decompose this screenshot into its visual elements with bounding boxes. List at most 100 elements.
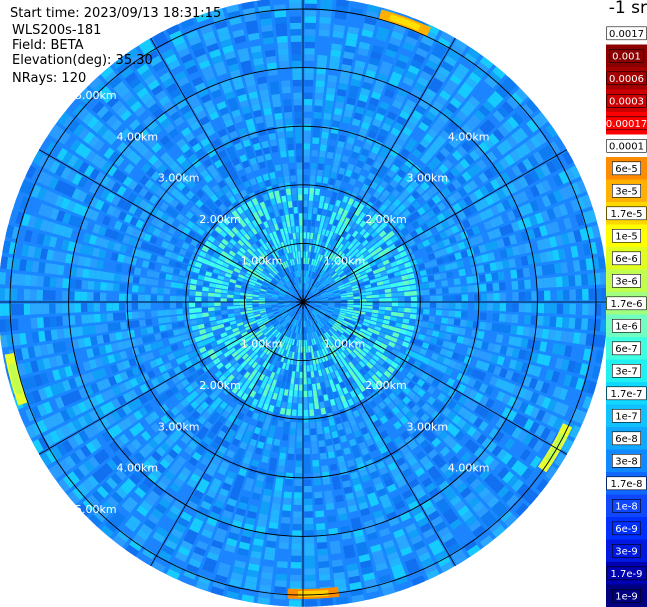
ray-cell (249, 342, 256, 349)
ray-cell (323, 249, 329, 257)
ray-cell (317, 227, 323, 235)
ray-cell (190, 473, 201, 483)
ray-cell (234, 242, 242, 250)
ray-cell (199, 441, 209, 451)
ray-cell (399, 484, 410, 494)
ray-cell (202, 312, 209, 318)
ray-cell (432, 266, 440, 274)
ray-cell (423, 149, 434, 160)
ray-cell (418, 99, 430, 110)
ray-cell (465, 473, 477, 485)
ray-cell (138, 482, 150, 494)
ray-cell (88, 409, 99, 422)
ray-cell (307, 213, 312, 220)
ray-cell (218, 221, 227, 230)
ray-cell (458, 199, 468, 209)
ray-cell (190, 194, 200, 204)
ray-cell (247, 222, 255, 230)
ray-cell (270, 318, 277, 323)
ray-cell (289, 383, 294, 391)
ray-cell (415, 226, 424, 235)
ray-cell (351, 151, 359, 160)
ray-cell (285, 307, 292, 311)
ray-cell (233, 298, 240, 302)
ray-cell (182, 226, 191, 235)
ray-cell (436, 295, 443, 302)
ray-cell (460, 345, 469, 354)
ray-cell (450, 370, 460, 379)
ray-cell (257, 332, 264, 338)
ray-cell (348, 235, 355, 243)
ray-cell (410, 308, 418, 314)
ray-cell (454, 362, 463, 371)
ray-cell (429, 288, 437, 295)
ray-cell (572, 332, 581, 344)
ray-cell (469, 114, 482, 126)
ray-cell (112, 385, 122, 396)
ray-cell (181, 408, 191, 418)
ray-cell (51, 144, 63, 158)
ray-cell (331, 120, 341, 128)
ray-cell (380, 242, 388, 250)
ray-cell (487, 364, 496, 374)
ray-cell (424, 229, 433, 238)
ray-cell (376, 26, 390, 36)
ray-cell (363, 334, 371, 340)
ray-cell (316, 421, 323, 429)
ray-cell (227, 213, 235, 222)
ray-cell (2, 240, 11, 254)
ray-cell (263, 280, 270, 285)
ray-cell (410, 351, 419, 359)
ray-cell (189, 495, 201, 505)
ray-cell (549, 277, 557, 288)
ray-cell (402, 76, 415, 87)
ray-cell (382, 586, 396, 596)
ray-cell (303, 447, 310, 455)
ray-cell (204, 343, 213, 351)
ray-cell (358, 331, 365, 337)
ray-cell (274, 386, 280, 394)
ray-cell (262, 494, 271, 503)
ray-cell (526, 119, 539, 133)
ray-cell (378, 401, 387, 410)
ray-cell (323, 242, 329, 250)
ray-cell (424, 335, 432, 343)
ray-cell (51, 446, 63, 460)
ray-cell (363, 142, 372, 151)
ray-cell (357, 343, 365, 350)
ray-cell (444, 367, 454, 376)
ray-cell (191, 273, 199, 279)
ray-cell (567, 231, 576, 244)
ray-cell (80, 291, 88, 301)
ray-cell (157, 430, 168, 441)
ray-cell (317, 314, 323, 319)
ray-cell (329, 379, 335, 387)
ray-cell (405, 121, 416, 131)
ray-cell (384, 477, 395, 488)
ray-cell (296, 447, 303, 455)
ray-cell (384, 208, 393, 217)
ray-cell (258, 306, 266, 309)
ray-cell (199, 153, 209, 163)
ray-cell (423, 133, 434, 144)
ray-cell (189, 425, 199, 435)
ray-cell (242, 334, 250, 340)
ray-cell (164, 362, 173, 371)
ray-cell (357, 203, 365, 212)
ray-cell (69, 452, 82, 465)
ray-cell (200, 500, 212, 511)
ray-cell (195, 285, 203, 291)
ray-cell (149, 235, 158, 245)
ray-cell (281, 335, 286, 342)
ray-cell (105, 477, 118, 490)
ray-cell (252, 243, 259, 250)
ray-cell (239, 247, 247, 254)
ray-cell (363, 192, 372, 201)
ray-cell (67, 154, 79, 168)
ray-cell (357, 244, 364, 251)
ray-cell (239, 340, 247, 347)
ray-cell (486, 303, 494, 311)
ray-cell (563, 217, 573, 230)
ray-cell (145, 278, 153, 286)
ray-cell (225, 190, 234, 199)
